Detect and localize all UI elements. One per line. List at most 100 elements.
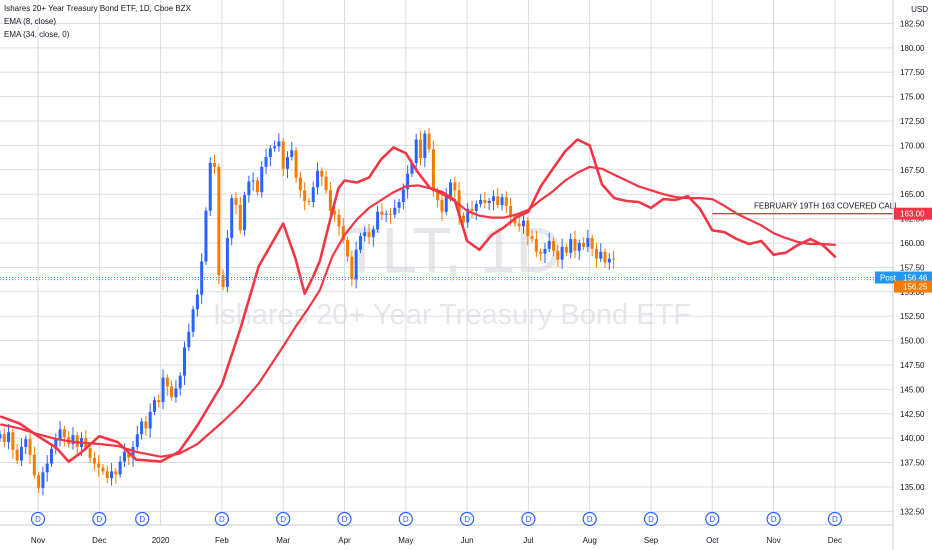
chart-title: Ishares 20+ Year Treasury Bond ETF, 1D, … — [4, 4, 191, 13]
ema-fast-legend[interactable]: EMA (8, close) — [4, 17, 57, 26]
candle-body — [466, 208, 470, 223]
x-tick-label: 2020 — [152, 536, 170, 545]
candle-body — [607, 258, 611, 263]
candle-body — [436, 191, 440, 201]
candle-body — [470, 208, 474, 211]
candle-body — [255, 180, 259, 193]
dividend-marker-label: D — [464, 515, 470, 524]
candle-body — [118, 461, 122, 475]
dividend-marker-label: D — [139, 515, 145, 524]
candle-body — [174, 388, 178, 398]
x-tick-label: Jun — [461, 536, 474, 545]
candle-body — [316, 170, 320, 188]
candle-body — [328, 190, 332, 211]
candle-body — [393, 207, 397, 215]
ema-slow-legend[interactable]: EMA (34, close, 0) — [4, 30, 70, 39]
candle-body — [92, 457, 96, 464]
candle-body — [75, 435, 79, 447]
x-tick-label: May — [398, 536, 413, 545]
dividend-marker-label: D — [35, 515, 41, 524]
x-tick-label: Apr — [338, 536, 351, 545]
candle-body — [144, 421, 148, 429]
candle-body — [238, 204, 242, 231]
candle-body — [213, 162, 217, 167]
candle-body — [157, 400, 161, 403]
candle-body — [221, 275, 225, 287]
y-tick-label: 180.00 — [900, 44, 925, 53]
candle-body — [590, 238, 594, 249]
candle-body — [569, 239, 573, 253]
candle-body — [15, 449, 19, 461]
dividend-marker-label: D — [526, 515, 532, 524]
candle-body — [7, 432, 11, 443]
candle-body — [225, 238, 229, 287]
dividend-marker-label: D — [587, 515, 593, 524]
candle-body — [582, 242, 586, 247]
y-tick-label: 142.50 — [900, 410, 925, 419]
post-price-tag — [875, 271, 932, 284]
y-tick-label: 160.00 — [900, 239, 925, 248]
candle-body — [517, 223, 521, 227]
dividend-marker — [30, 511, 46, 527]
dividend-marker — [827, 511, 843, 527]
x-tick-label: Sep — [644, 536, 659, 545]
candle-body — [152, 400, 156, 412]
dividend-marker-label: D — [219, 515, 225, 524]
dividend-marker — [135, 511, 150, 527]
candle-body — [58, 429, 62, 440]
candle-body — [187, 331, 191, 348]
candle-body — [324, 176, 328, 191]
candle-body — [491, 196, 495, 202]
candle-body — [363, 232, 367, 237]
candle-body — [612, 258, 616, 260]
candle-body — [534, 239, 538, 252]
candle-body — [380, 211, 384, 215]
x-tick-label: Oct — [706, 536, 719, 545]
dividend-marker-label: D — [709, 515, 715, 524]
candle-body — [148, 411, 152, 429]
candle-body — [560, 246, 564, 260]
y-tick-label: 152.50 — [900, 312, 925, 321]
candle-body — [49, 448, 53, 464]
candle-body — [547, 241, 551, 249]
candle-body — [234, 198, 238, 205]
y-tick-label: 182.50 — [900, 19, 925, 28]
plot-background — [0, 0, 893, 525]
candle-body — [243, 195, 247, 231]
candle-body — [105, 471, 109, 479]
y-tick-label: 150.00 — [900, 337, 925, 346]
candle-body — [45, 463, 49, 473]
x-tick-label: Nov — [766, 536, 780, 545]
ema-lines — [0, 138, 837, 463]
candle-body — [32, 454, 36, 476]
candle-body — [401, 189, 405, 202]
candle-body — [2, 434, 6, 443]
candle-body — [376, 211, 380, 230]
dividend-marker — [92, 511, 107, 527]
candle-body — [290, 150, 294, 158]
dividend-marker-label: D — [96, 515, 102, 524]
candle-body — [453, 182, 457, 191]
candle-body — [406, 173, 410, 190]
candle-body — [251, 180, 255, 182]
candle-body — [122, 451, 126, 462]
candle-body — [444, 196, 448, 212]
time-axis[interactable]: Nov Dec 2020 Feb Mar Apr May Jun Jul Aug Sep Oct Nov… — [0, 524, 893, 545]
candlestick-series — [0, 127, 616, 496]
y-tick-label: 175.00 — [900, 93, 925, 102]
candle-body — [586, 238, 590, 247]
candle-body — [474, 203, 478, 211]
dividend-marker — [276, 511, 291, 527]
candle-body — [277, 141, 281, 147]
candle-body — [594, 248, 598, 259]
candle-body — [367, 232, 371, 238]
candle-body — [577, 242, 581, 251]
candle-body — [337, 214, 341, 227]
x-tick-label: Dec — [92, 536, 106, 545]
candle-body — [384, 213, 388, 215]
candle-body — [461, 215, 465, 223]
watermark-name: Ishares 20+ Year Treasury Bond ETF — [213, 299, 691, 331]
